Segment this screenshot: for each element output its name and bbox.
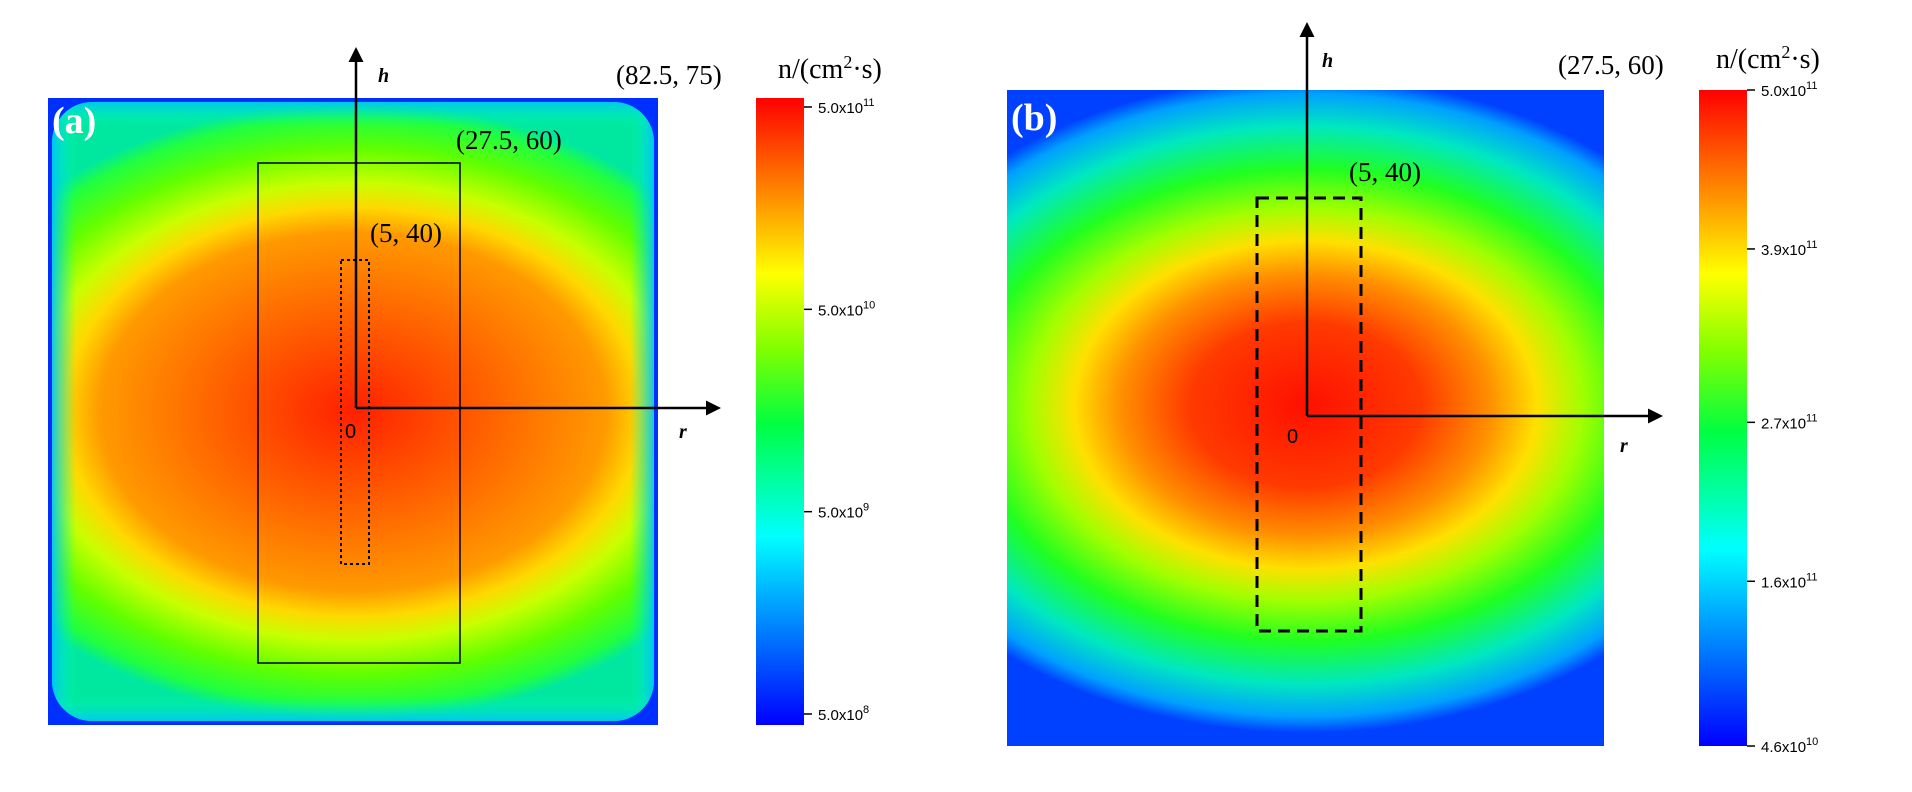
panel-a-colorbar-tick-label: 5.0x1010 (818, 299, 875, 319)
panel-a-r-axis-label: r (679, 421, 687, 443)
panel-a-middle-region-outline (257, 162, 461, 664)
panel-a: (a) h r 0 (82.5, 75) (27.5, 60) (5, 40) … (48, 47, 882, 725)
panel-b-colorbar-tick-label: 4.6x1010 (1761, 736, 1818, 756)
panel-a-label: (a) (52, 100, 96, 142)
panel-b-colorbar-tick-label: 2.7x1011 (1761, 412, 1817, 432)
panel-b-r-axis-label: r (1620, 435, 1628, 457)
panel-a-colorbar-ticks: 5.0x1011 5.0x1010 5.0x109 5.0x108 (804, 97, 875, 724)
panel-b-origin-label: 0 (1287, 426, 1298, 448)
panel-b-label: (b) (1011, 97, 1057, 139)
panel-b-colorbar-tick-label: 5.0x1011 (1761, 80, 1817, 100)
panel-a-colorbar-tick-label: 5.0x1011 (818, 97, 874, 117)
panel-a-middle-corner-label: (27.5, 60) (456, 125, 562, 155)
panel-a-edge-glow-vertical (52, 102, 654, 721)
panel-b-outer-corner-label: (27.5, 60) (1558, 50, 1664, 80)
panel-a-h-axis-label: h (378, 65, 389, 87)
panel-b-inner-region-outline (1255, 196, 1363, 633)
panel-a-colorbar-tick-label: 5.0x108 (818, 704, 869, 724)
panel-b-h-axis-label: h (1322, 50, 1333, 72)
panel-b: (b) h r 0 (27.5, 60) (5, 40) n/(cm2·s) 5… (1007, 22, 1820, 756)
panel-a-origin-label: 0 (345, 421, 356, 443)
panel-a-outer-corner-label: (82.5, 75) (616, 60, 722, 90)
panel-b-colorbar-unit: n/(cm2·s) (1716, 42, 1820, 75)
panel-b-colorbar-tick-label: 1.6x1011 (1761, 571, 1817, 591)
panel-a-colorbar (756, 98, 804, 725)
panel-b-colorbar-tick-label: 3.9x1011 (1761, 239, 1817, 259)
panel-a-colorbar-unit: n/(cm2·s) (778, 52, 882, 85)
panel-a-inner-corner-label: (5, 40) (370, 218, 442, 248)
panel-b-field (1007, 90, 1604, 746)
panel-a-colorbar-tick-label: 5.0x109 (818, 502, 869, 522)
panel-b-inner-corner-label: (5, 40) (1349, 157, 1421, 187)
panel-b-colorbar (1699, 90, 1747, 746)
panel-b-colorbar-ticks: 5.0x1011 3.9x1011 2.7x1011 1.6x1011 4.6x1010 (1747, 80, 1818, 756)
